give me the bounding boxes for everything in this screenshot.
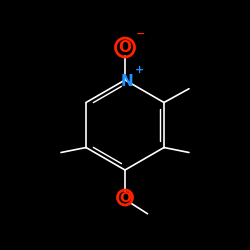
Text: O: O (119, 190, 131, 204)
Text: N: N (121, 74, 134, 89)
Text: −: − (136, 29, 145, 39)
Text: +: + (134, 65, 144, 75)
Text: O: O (118, 40, 131, 55)
